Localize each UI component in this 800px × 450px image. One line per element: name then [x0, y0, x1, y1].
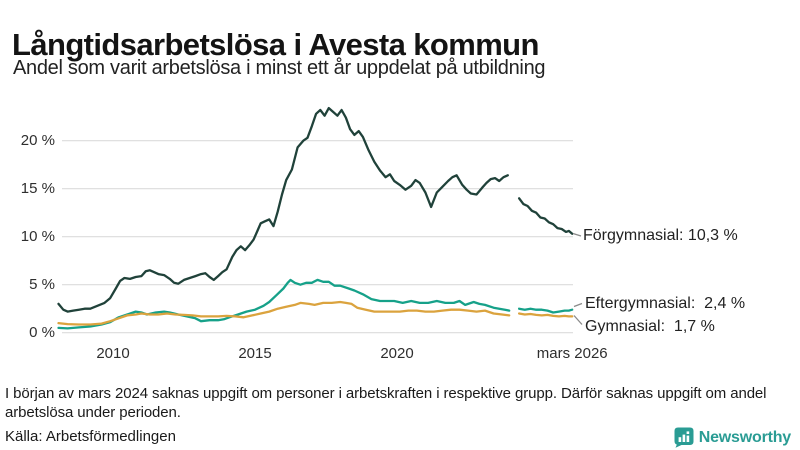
y-axis-tick-label: 0 % [29, 323, 55, 341]
source-credit: Källa: Arbetsförmedlingen [5, 428, 176, 445]
data-line [57, 278, 511, 330]
x-axis-tick-label: 2010 [96, 345, 130, 362]
x-axis-tick-label: mars 2026 [536, 345, 608, 362]
series-label-eftergymnasial: Eftergymnasial: 2,4 % [585, 295, 746, 312]
series-label-gymnasial: Gymnasial: 1,7 % [585, 318, 715, 335]
y-axis-tick-label: 5 % [29, 275, 55, 293]
newsworthy-logo-icon [674, 427, 694, 448]
chart-footnote: I början av mars 2024 saknas uppgift om … [5, 385, 767, 421]
data-line [517, 197, 574, 235]
data-line [57, 106, 509, 313]
chart-subtitle: Andel som varit arbetslösa i minst ett å… [13, 57, 546, 79]
y-axis-tick-label: 10 % [20, 227, 55, 245]
y-axis-tick-label: 15 % [20, 179, 55, 197]
page-title: Långtidsarbetslösa i Avesta kommun [12, 26, 539, 62]
x-axis-tick-label: 2015 [238, 345, 272, 362]
label-leader-tick [573, 302, 583, 308]
data-line [517, 307, 574, 314]
newsworthy-logo-text: Newsworthy [698, 428, 791, 446]
label-leader-tick [572, 232, 582, 237]
data-line [57, 300, 511, 326]
data-line [517, 312, 574, 318]
y-axis-tick-label: 20 % [20, 131, 55, 149]
series-label-forgymnasial: Förgymnasial: 10,3 % [583, 227, 738, 244]
x-axis-tick-label: 2020 [380, 345, 414, 362]
label-leader-tick [573, 315, 583, 325]
newsworthy-logo: Newsworthy [674, 427, 791, 448]
